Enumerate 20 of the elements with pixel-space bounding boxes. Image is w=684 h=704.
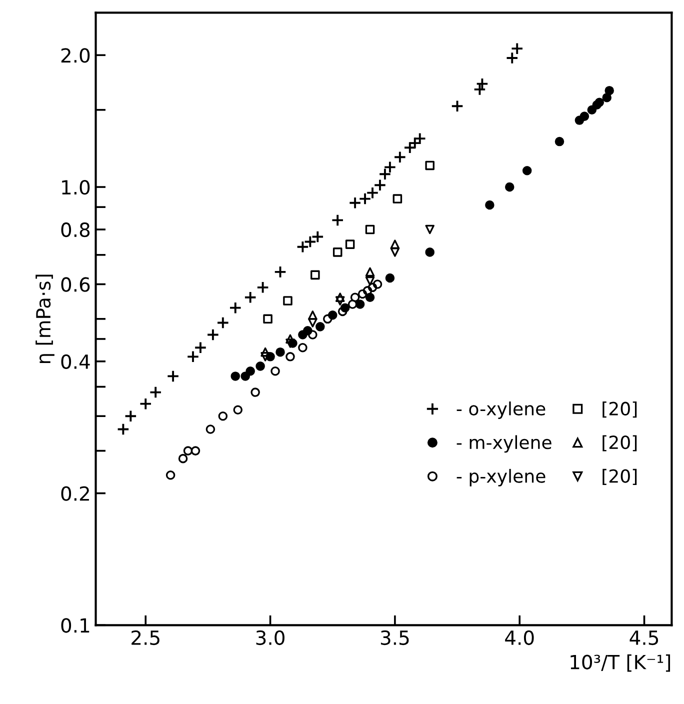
y-tick-label: 1.0 (62, 180, 90, 195)
legend-label: [20] (602, 401, 637, 418)
x-tick-label: 3.5 (380, 630, 409, 646)
legend-label: - m-xylene (456, 435, 552, 453)
y-tick-label: 0.8 (61, 222, 90, 238)
y-tick-label: 0.1 (61, 618, 90, 633)
x-tick-label: 3.0 (256, 630, 284, 646)
x-tick-label: 4.5 (630, 630, 658, 646)
y-tick-label: 2.0 (61, 48, 90, 63)
y-axis-title: η [mPa·s] (36, 274, 54, 363)
legend-label: [20] (602, 468, 637, 486)
y-tick-label: 0.2 (61, 486, 89, 501)
x-axis-title: 10³/T [K⁻¹] (570, 654, 670, 672)
y-tick-label: 0.4 (61, 354, 90, 370)
legend-label: [20] (602, 435, 637, 452)
legend-label: - p-xylene (456, 468, 546, 486)
y-tick-label: 0.6 (61, 277, 90, 292)
x-tick-label: 4.0 (505, 630, 534, 646)
x-tick-label: 2.5 (132, 630, 160, 646)
legend-label: - o-xylene (456, 401, 546, 419)
